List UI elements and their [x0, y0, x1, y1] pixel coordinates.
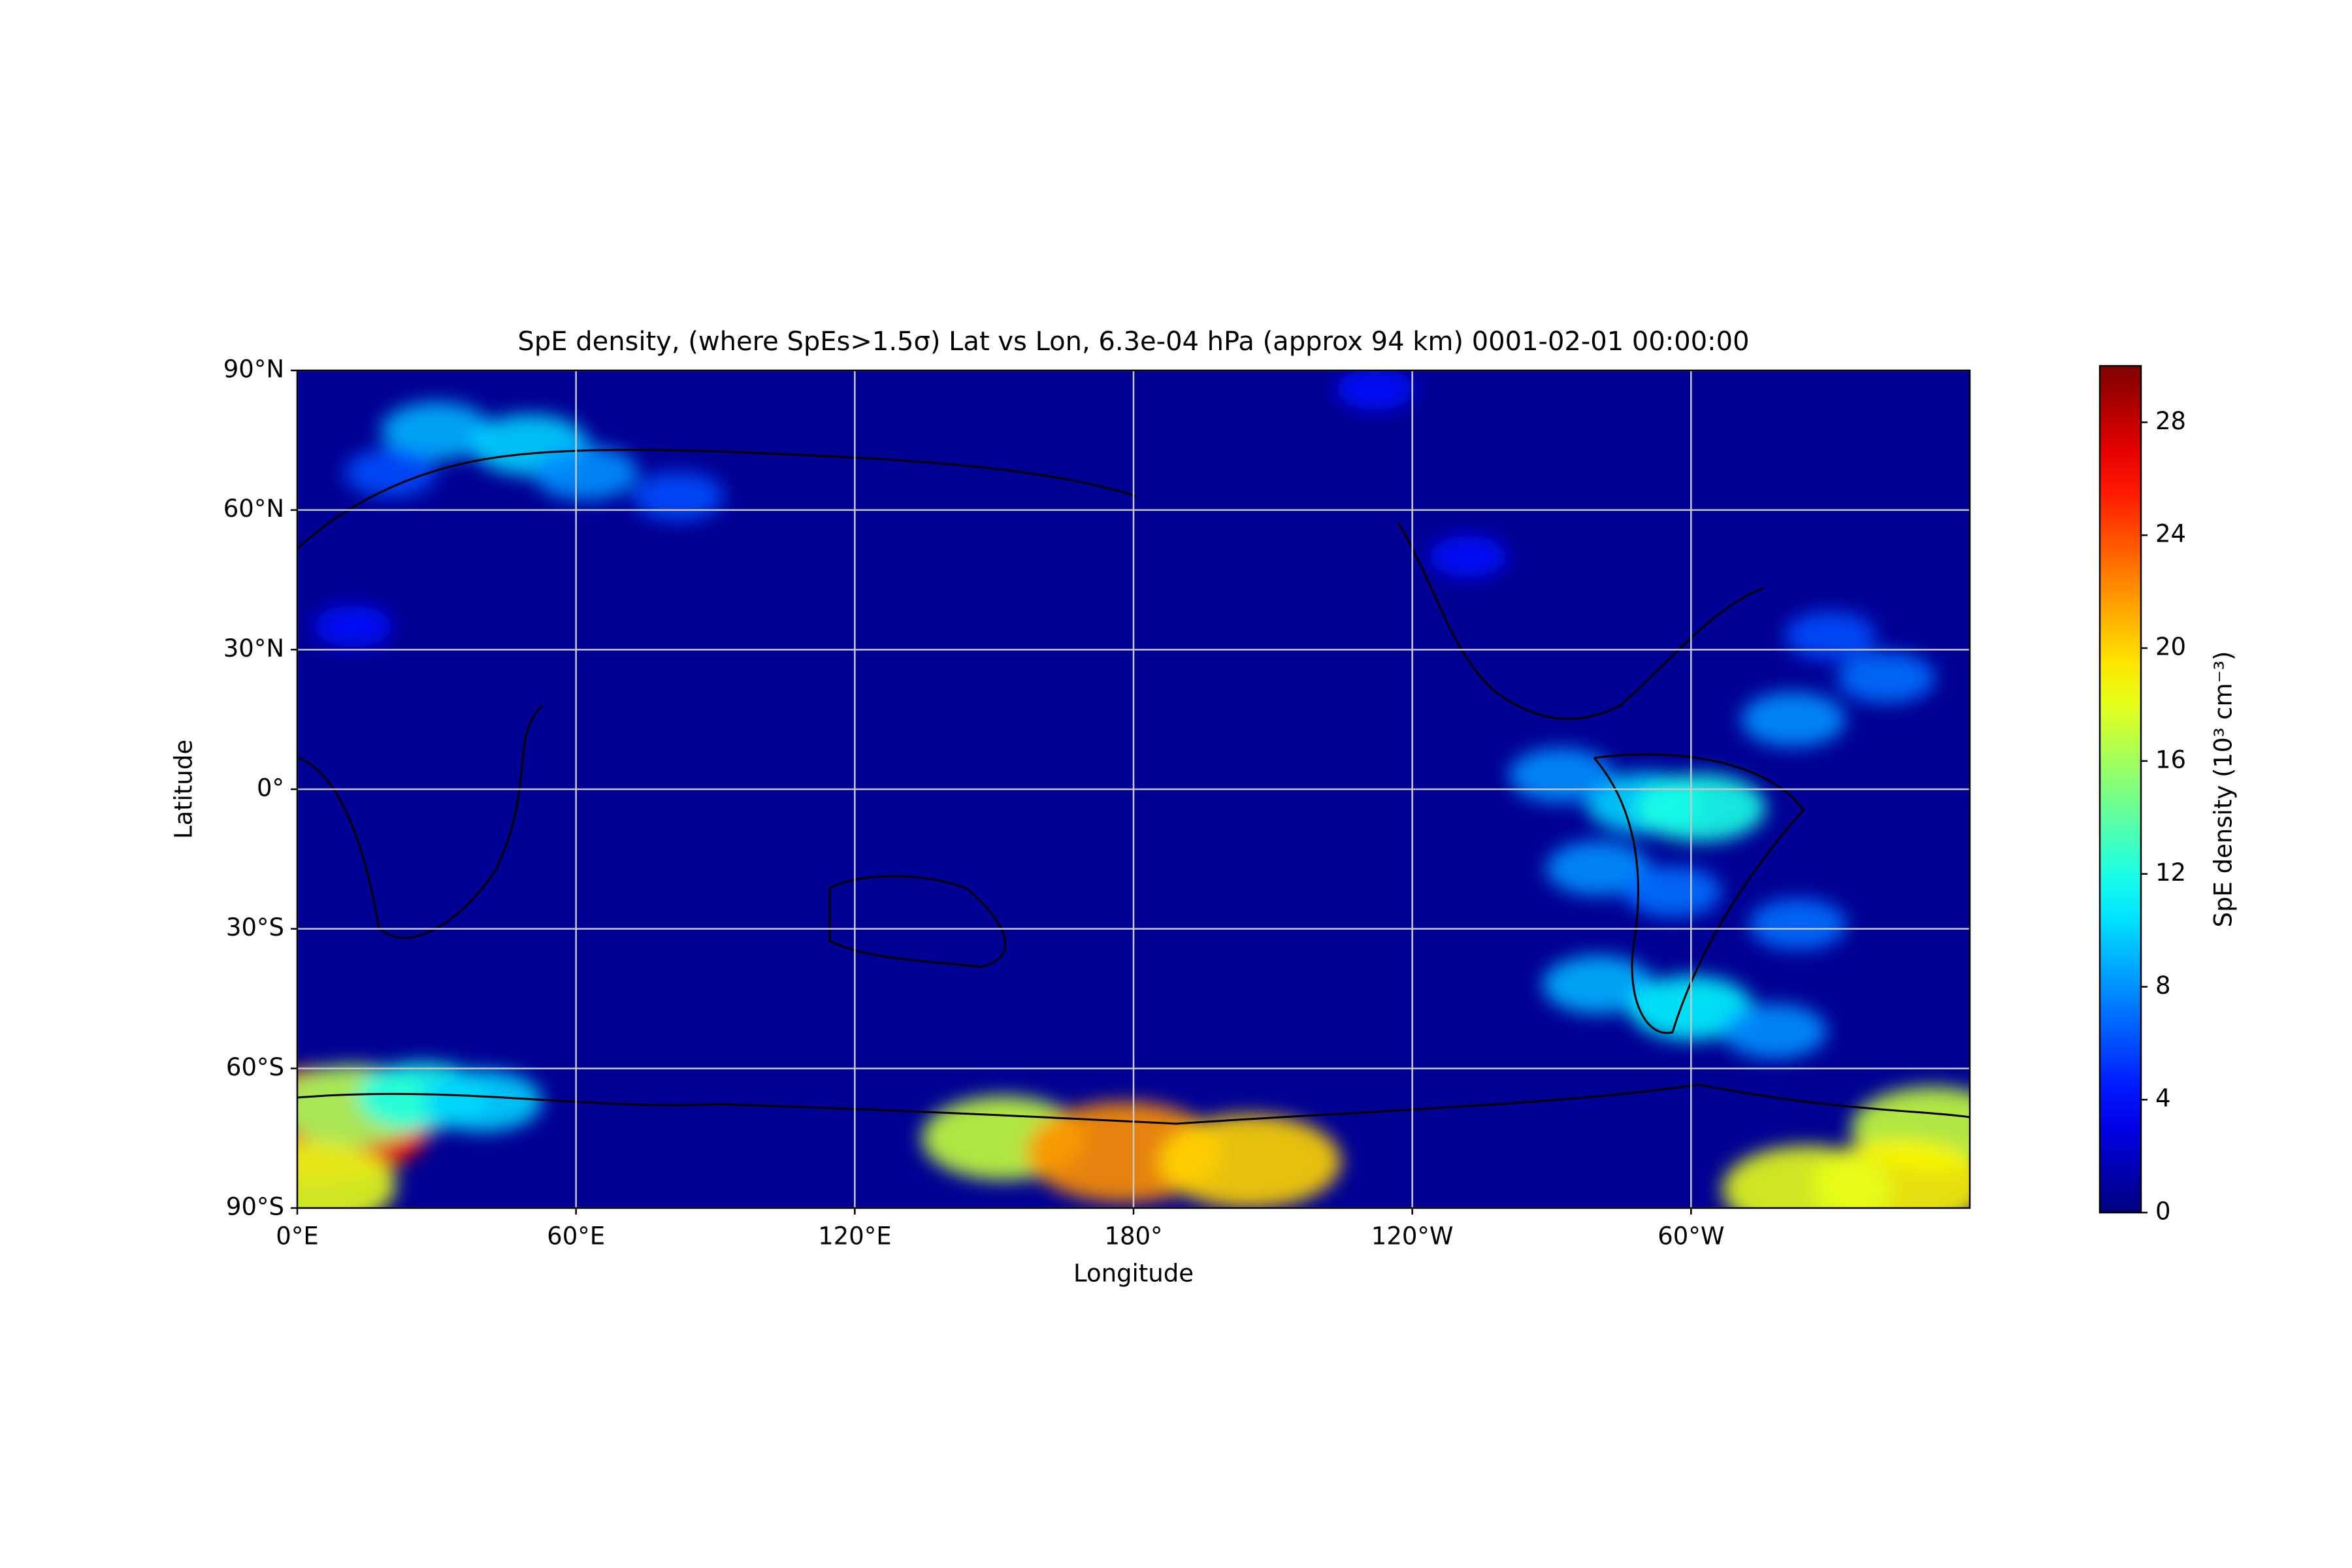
y-tick-label: 0°	[257, 774, 284, 802]
colorbar-tick-label: 24	[2155, 520, 2186, 548]
x-tick-label: 120°E	[818, 1222, 892, 1250]
density-patch	[1748, 898, 1847, 951]
y-tick-label: 90°N	[223, 355, 284, 384]
density-patch	[1837, 651, 1935, 704]
y-tick-label: 30°N	[223, 634, 284, 662]
coastline	[297, 704, 544, 939]
x-tick-label: 60°E	[547, 1222, 605, 1250]
chart-title: SpE density, (where SpEs>1.5σ) Lat vs Lo…	[517, 327, 1749, 357]
y-tick-label: 30°S	[226, 913, 284, 941]
coastline	[1397, 522, 1765, 720]
density-patch	[1543, 955, 1654, 1014]
density-patch	[424, 1070, 542, 1132]
density-patch	[1635, 774, 1766, 842]
x-tick-label: 120°W	[1371, 1222, 1454, 1250]
density-patch	[1429, 535, 1507, 578]
x-tick-label: 180°	[1104, 1222, 1162, 1250]
density-patch	[632, 472, 725, 521]
colorbar-tick-label: 0	[2155, 1198, 2171, 1226]
density-patch	[344, 448, 436, 497]
density-patch	[532, 445, 638, 500]
colorbar-tick-label: 8	[2155, 972, 2171, 1000]
y-tick-label: 60°S	[226, 1053, 284, 1081]
x-tick-label: 60°W	[1658, 1222, 1724, 1250]
x-axis-label: Longitude	[1073, 1260, 1194, 1288]
density-patch	[1546, 841, 1651, 896]
density-patch	[1158, 1114, 1341, 1208]
coastline	[828, 875, 1007, 968]
density-patch	[1740, 692, 1846, 747]
colorbar-tick-label: 28	[2155, 407, 2186, 435]
colorbar-tick-label: 4	[2155, 1085, 2171, 1113]
coastline	[297, 1083, 1970, 1125]
colorbar	[2099, 365, 2142, 1214]
coastline	[296, 448, 1137, 550]
density-patch	[1722, 1145, 1893, 1208]
y-tick-label: 60°N	[223, 495, 284, 523]
y-axis-label: Latitude	[170, 740, 198, 839]
density-patch	[381, 402, 493, 461]
colorbar-tick-label: 12	[2155, 858, 2186, 887]
density-patch	[1722, 1004, 1827, 1059]
density-patch	[297, 1141, 397, 1208]
plot-frame	[296, 369, 1971, 1209]
colorbar-label: SpE density (10³ cm⁻³)	[2210, 651, 2238, 928]
density-patch	[1784, 611, 1876, 660]
coastline	[1593, 753, 1805, 1034]
density-patch	[1623, 866, 1722, 918]
colorbar-tick-label: 20	[2155, 633, 2186, 661]
x-tick-label: 0°E	[276, 1222, 318, 1250]
density-patch	[1335, 370, 1414, 410]
density-patch	[1509, 747, 1614, 803]
density-patch	[314, 605, 393, 647]
y-tick-label: 90°S	[226, 1193, 284, 1221]
colorbar-tick-label: 16	[2155, 745, 2186, 774]
